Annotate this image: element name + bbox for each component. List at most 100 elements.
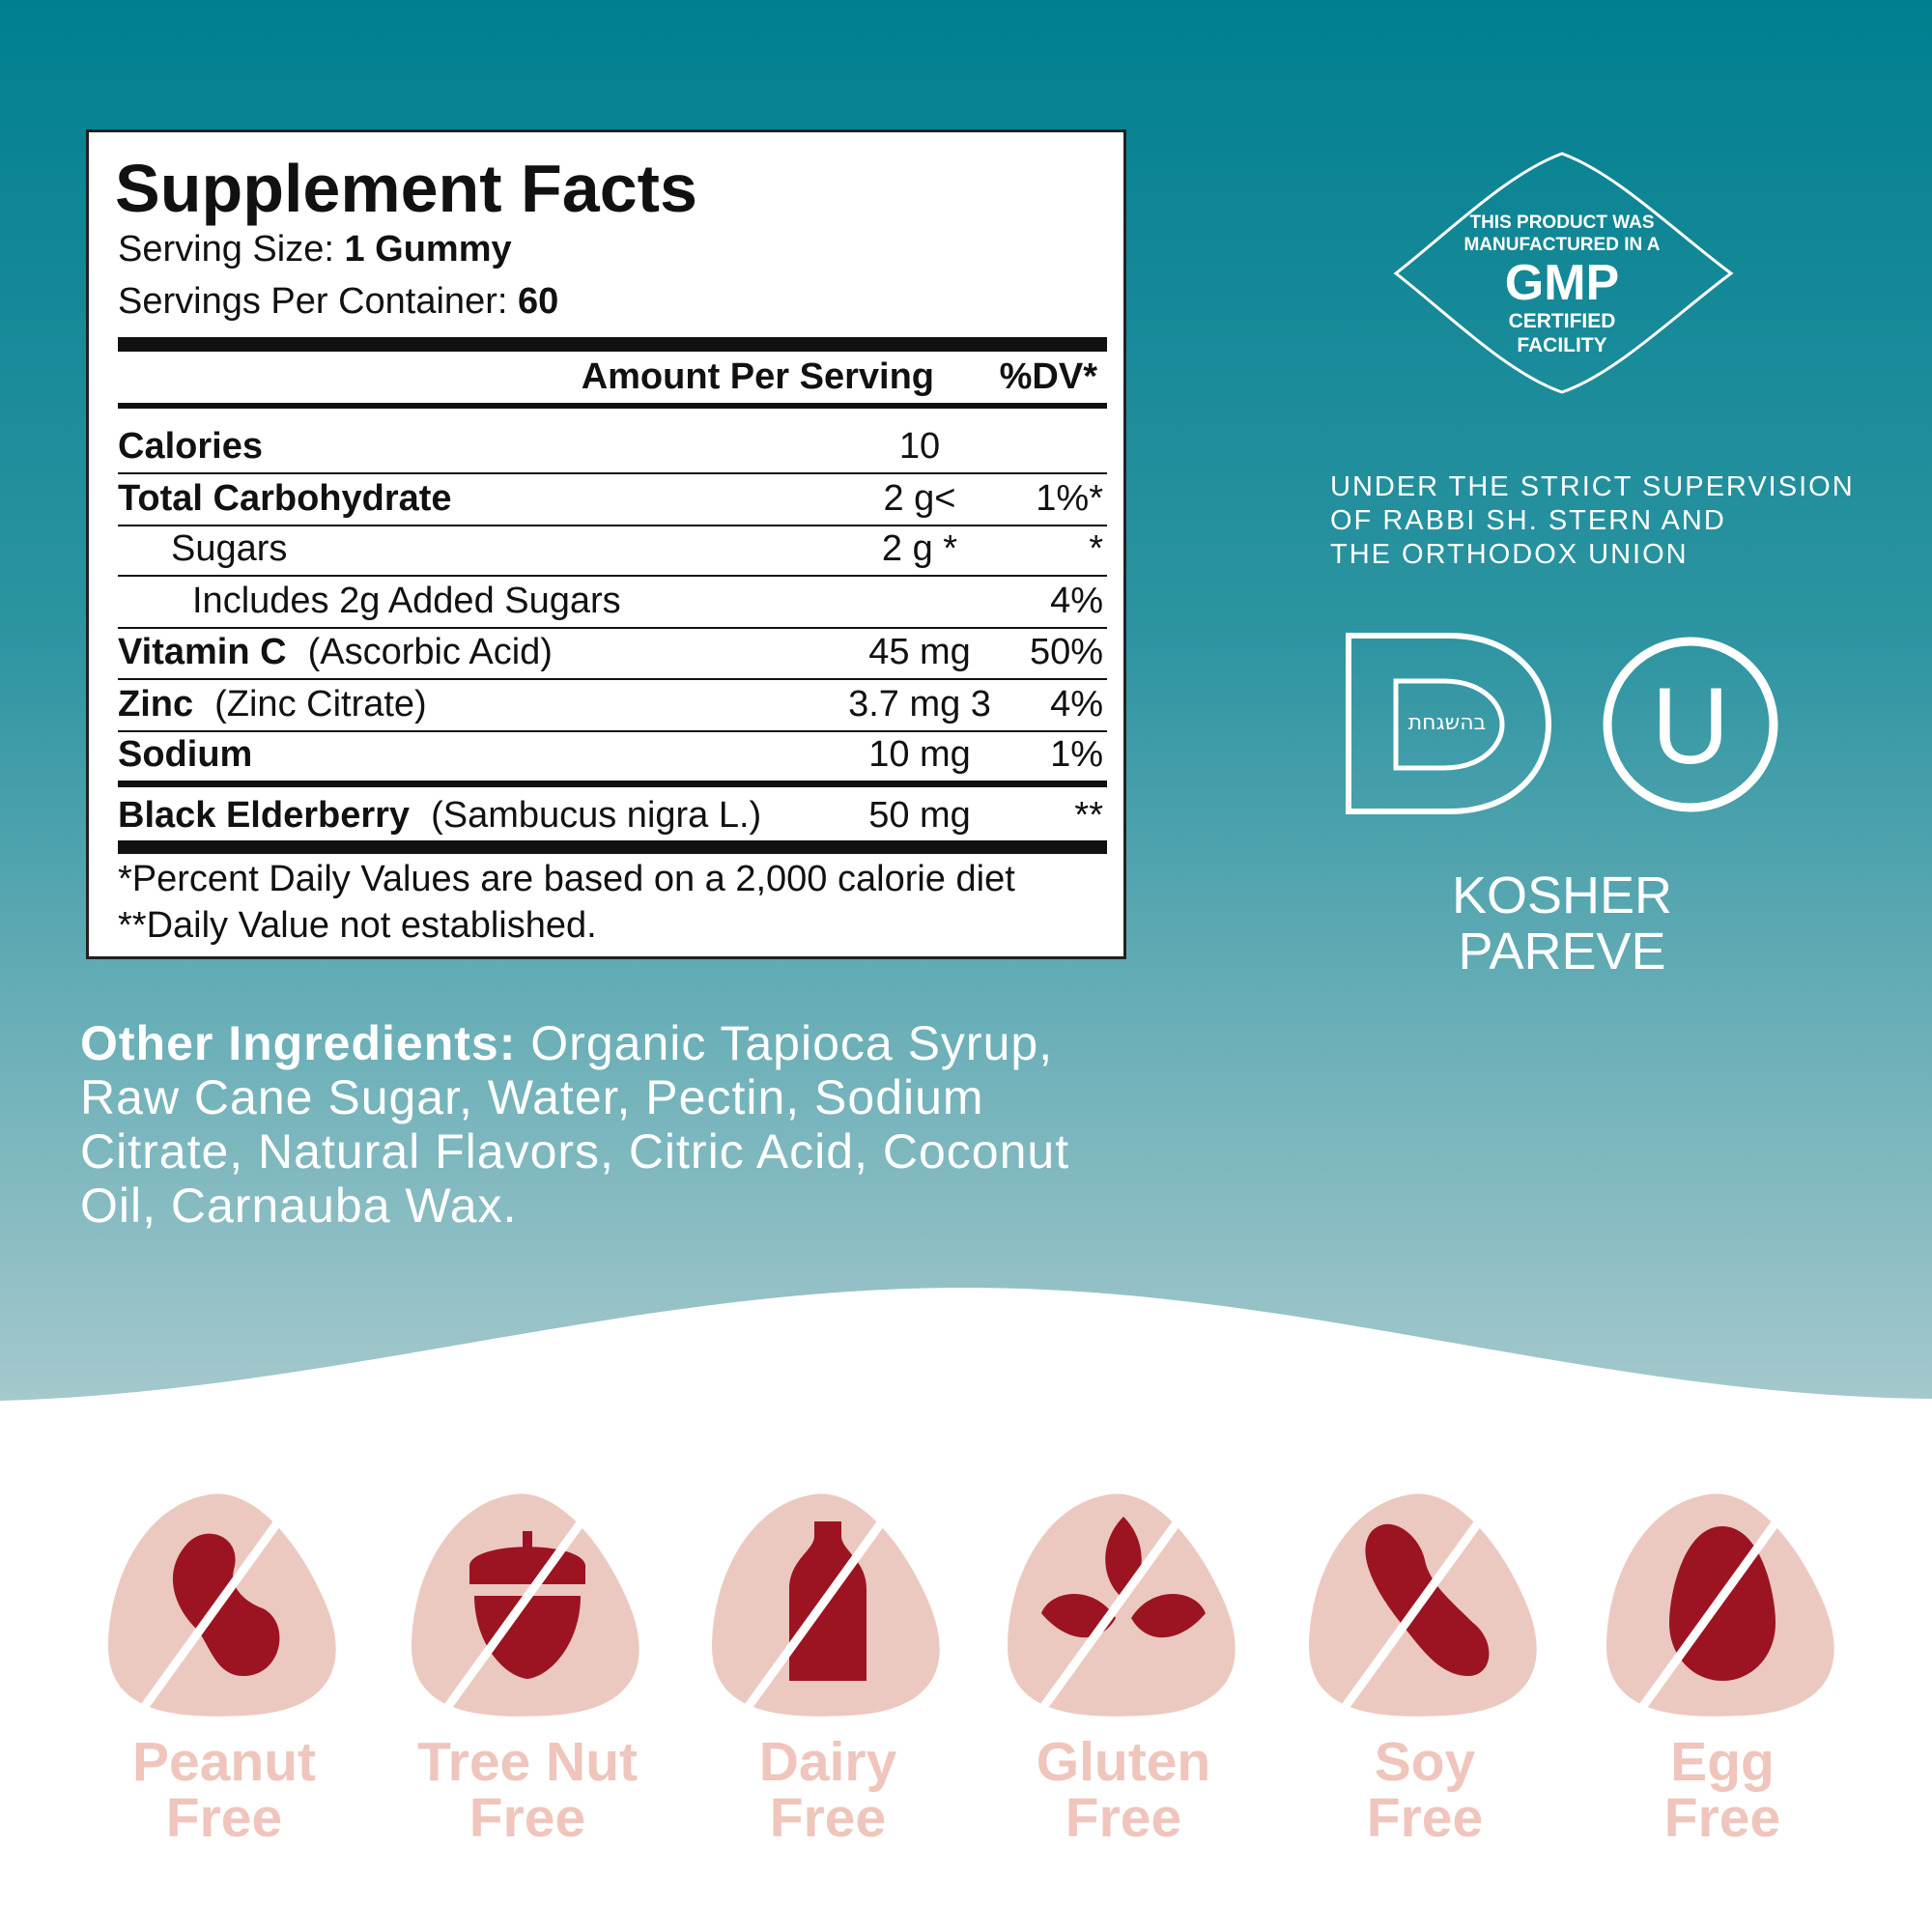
allergen-status: Free [1065,1787,1182,1849]
nutrient-amount: 3.7 mg 3 [848,684,991,724]
allergen-status: Free [165,1787,283,1849]
row-rule [118,730,1107,732]
nutrient-amount: 45 mg [868,632,971,672]
servings-per-container: Servings Per Container: 60 [118,281,558,323]
allergen-icon [711,1487,940,1722]
supervision-line: THE ORTHODOX UNION [1330,539,1689,570]
wave [0,1288,1932,1932]
nutrient-name: Sodium [118,734,253,775]
nutrient-detail: (Ascorbic Acid) [307,632,553,672]
nutrient-name: Vitamin C (Ascorbic Acid) [118,632,553,672]
gmp-badge [1393,152,1734,394]
allergen-icon [411,1487,639,1722]
nutrient-dv: 4% [1050,581,1103,621]
allergen-name: Soy [1374,1731,1476,1793]
allergen-status: Free [1663,1787,1781,1849]
footnote: **Daily Value not established. [118,905,597,946]
nutrient-row: Zinc (Zinc Citrate) 3.7 mg 3 4% [89,679,1190,729]
gmp-emblem: GMP [1505,255,1619,311]
nutrient-name: Calories [118,426,263,467]
nutrient-amount: 2 g< [883,478,956,519]
kosher-d-outer [1346,633,1552,814]
icon-symbol [172,1533,280,1676]
value: 1 Gummy [344,229,512,270]
nutrient-row: Black Elderberry (Sambucus nigra L.) 50 mg… [89,790,1190,840]
row-rule [118,781,1107,787]
allergen-icon [1007,1487,1236,1722]
nutrient-amount: 2 g * [881,528,958,569]
allergen-name: Tree Nut [416,1731,639,1793]
nutrient-name: Sugars [171,528,288,569]
gmp-line: THIS PRODUCT WAS [1469,213,1654,233]
allergen-label: Soy Free [1270,1734,1579,1846]
nutrient-name: Zinc (Zinc Citrate) [118,684,427,724]
serving-size: Serving Size: 1 Gummy [118,229,512,270]
nutrient-amount: 10 [898,426,941,467]
allergen-icon [1605,1487,1834,1722]
strike-line [131,1487,305,1722]
row-rule [118,472,1107,474]
nutrient-name: Total Carbohydrate [118,478,452,519]
allergen-label: Tree Nut Free [373,1734,682,1846]
facts-title: Supplement Facts [115,151,697,226]
text: Organic Tapioca Syrup, Raw Cane Sugar, W… [80,1016,1070,1233]
allergen-label: Gluten Free [969,1734,1278,1846]
nutrient-detail: (Sambucus nigra L.) [431,795,762,836]
nutrient-dv: 4% [1050,684,1103,724]
kosher-d-inner [1393,678,1505,771]
nutrient-dv: * [1089,528,1103,569]
kosher-d-text: בהשגחת [1408,711,1487,735]
icon-symbol [1041,1517,1206,1638]
allergen-icons [107,1487,1834,1722]
allergen-status: Free [1366,1787,1484,1849]
nutrient-dv: 50% [1029,632,1103,672]
nutrient-amount: 10 mg [868,734,971,775]
supplement-facts: Supplement Facts Serving Size: 1 Gummy S… [86,129,1126,959]
nutrient-row: Vitamin C (Ascorbic Acid) 45 mg 50% [89,627,1190,677]
nutrient-row: Includes 2g Added Sugars 4% [89,576,1190,626]
value: 60 [517,281,559,322]
gmp-footer: CERTIFIED [1509,310,1616,332]
nutrient-dv: ** [1074,795,1103,836]
nutrient-detail: (Zinc Citrate) [214,684,427,724]
ou-circle [1603,637,1778,812]
strike-line [1630,1487,1804,1722]
allergen-name: Gluten [1036,1731,1211,1793]
nutrient-row: Calories 10 [89,421,1190,471]
nutrient-row: Sodium 10 mg 1% [89,729,1190,780]
thick-rule [118,840,1107,854]
dv-header: %DV* [999,356,1097,397]
strike-line [1031,1487,1205,1722]
footnote: *Percent Daily Values are based on a 2,0… [118,859,1015,899]
gmp-footer: FACILITY [1517,334,1606,356]
ou-letter: U [1652,666,1730,786]
kosher-label: KOSHER [1451,867,1673,924]
other-ingredients: Other Ingredients: Organic Tapioca Syrup… [80,1016,1143,1233]
row-rule [118,678,1107,680]
nutrient-dv: 1% [1050,734,1103,775]
label: Serving Size: [118,229,334,270]
row-rule [118,627,1107,629]
kosher-label: PAREVE [1458,923,1666,980]
label: Other Ingredients: [80,1016,517,1070]
strike-line [735,1487,909,1722]
allergen-icon [107,1487,336,1722]
nutrient-name: Includes 2g Added Sugars [192,581,621,621]
allergen-name: Egg [1670,1731,1775,1793]
allergen-status: Free [469,1787,586,1849]
nutrient-name: Black Elderberry (Sambucus nigra L.) [118,795,762,836]
label: Servings Per Container: [118,281,508,322]
allergen-name: Peanut [131,1731,317,1793]
nutrient-amount: 50 mg [868,795,971,836]
nutrient-row: Total Carbohydrate 2 g< 1%* [89,473,1190,524]
allergen-label: Peanut Free [70,1734,379,1846]
nutrient-row: Sugars 2 g * * [89,524,1190,574]
allergen-label: Egg Free [1568,1734,1877,1846]
amount-header: Amount Per Serving [581,356,934,397]
allergen-label: Dairy Free [673,1734,982,1846]
gmp-line: MANUFACTURED IN A [1463,235,1660,255]
supervision-line: OF RABBI SH. STERN AND [1330,505,1726,536]
medium-rule [118,403,1107,409]
allergen-status: Free [769,1787,887,1849]
